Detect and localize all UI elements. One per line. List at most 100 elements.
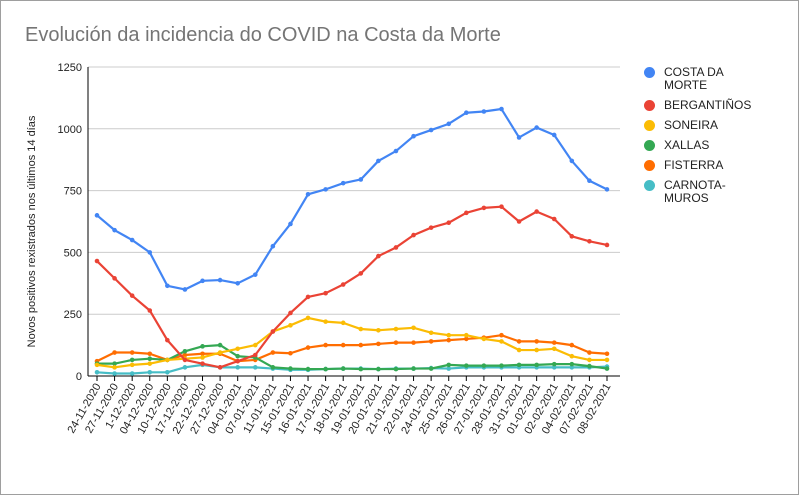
data-point-costa-da-morte (534, 125, 539, 130)
y-tick-label: 1000 (58, 124, 82, 136)
data-point-fisterra (587, 350, 592, 355)
series-line-bergantiños (96, 205, 608, 369)
data-point-carnota-muros (551, 365, 557, 370)
legend-item-costa-da-morte: COSTA DA MORTE (644, 66, 784, 92)
data-point-fisterra (393, 340, 399, 345)
data-point-costa-da-morte (340, 180, 346, 186)
data-point-fisterra (323, 342, 328, 348)
data-point-costa-da-morte (446, 121, 452, 127)
data-point-soneira (252, 342, 258, 348)
data-point-fisterra (200, 351, 205, 357)
data-point-xallas (112, 361, 117, 366)
data-point-soneira (129, 362, 135, 368)
legend-label: XALLAS (664, 138, 710, 152)
data-point-bergantiños (569, 234, 575, 239)
data-point-xallas (587, 363, 592, 369)
data-point-costa-da-morte (252, 272, 258, 277)
data-point-bergantiños (165, 337, 170, 343)
data-point-fisterra (340, 342, 346, 348)
data-point-fisterra (604, 351, 610, 357)
data-point-bergantiños (182, 357, 188, 363)
data-point-bergantiños (428, 225, 434, 230)
data-point-costa-da-morte (551, 132, 557, 138)
data-point-xallas (411, 366, 416, 371)
series-line-soneira (96, 316, 607, 369)
data-point-bergantiños (129, 293, 135, 298)
data-point-carnota-muros (446, 366, 452, 371)
data-point-costa-da-morte (235, 281, 240, 286)
legend-item-fisterra: FISTERRA (644, 159, 784, 172)
data-point-soneira (587, 357, 592, 363)
data-point-costa-da-morte (270, 243, 276, 249)
data-point-carnota-muros (147, 369, 153, 375)
data-point-bergantiños (446, 220, 452, 226)
data-point-costa-da-morte (604, 187, 610, 192)
data-point-bergantiños (516, 219, 522, 224)
data-point-soneira (464, 332, 469, 338)
legend-item-bergantiños: BERGANTIÑOS (644, 99, 784, 112)
data-point-costa-da-morte (323, 187, 328, 192)
data-point-bergantiños (288, 310, 293, 316)
data-point-xallas (516, 362, 522, 368)
legend-marker-icon (644, 100, 655, 111)
data-point-bergantiños (499, 204, 504, 209)
legend-label: BERGANTIÑOS (664, 98, 752, 112)
legend-marker-icon (644, 67, 655, 78)
data-point-costa-da-morte (358, 177, 364, 182)
data-point-fisterra (446, 337, 452, 343)
data-point-fisterra (288, 350, 293, 356)
data-point-bergantiños (604, 242, 610, 248)
data-point-costa-da-morte (200, 278, 205, 284)
data-point-soneira (235, 346, 240, 352)
data-point-carnota-muros (165, 369, 170, 375)
legend-label: CARNOTA-MUROS (664, 178, 726, 205)
data-point-xallas (428, 366, 434, 371)
data-point-soneira (305, 315, 311, 321)
data-point-bergantiños (551, 216, 557, 222)
data-point-soneira (481, 336, 487, 342)
data-point-fisterra (569, 342, 575, 348)
data-point-soneira (446, 332, 452, 338)
data-point-costa-da-morte (428, 127, 434, 133)
y-tick-label: 750 (64, 186, 82, 198)
data-point-fisterra (464, 336, 469, 342)
data-point-bergantiños (411, 232, 416, 238)
data-point-costa-da-morte (516, 135, 522, 140)
data-point-bergantiños (252, 352, 258, 358)
data-point-soneira (288, 323, 293, 328)
data-point-xallas (129, 357, 135, 363)
data-point-soneira (604, 357, 610, 363)
data-point-bergantiños (147, 308, 153, 313)
data-point-costa-da-morte (94, 213, 100, 218)
data-point-xallas (323, 366, 328, 372)
data-point-bergantiños (340, 282, 346, 287)
data-point-costa-da-morte (411, 133, 416, 139)
data-point-soneira (499, 339, 504, 344)
data-point-bergantiños (217, 365, 223, 370)
y-tick-label: 250 (64, 309, 82, 321)
data-point-soneira (340, 320, 346, 326)
data-point-xallas (147, 356, 153, 361)
data-point-bergantiños (112, 276, 117, 281)
legend-marker-icon (644, 180, 655, 191)
data-point-soneira (112, 365, 117, 370)
data-point-costa-da-morte (129, 237, 135, 243)
data-point-soneira (358, 326, 364, 332)
data-point-fisterra (376, 341, 381, 347)
legend-label: FISTERRA (664, 158, 724, 172)
data-point-bergantiños (587, 238, 592, 244)
data-point-carnota-muros (235, 365, 240, 370)
data-point-xallas (604, 366, 610, 371)
data-point-xallas (200, 344, 205, 349)
data-point-costa-da-morte (182, 287, 188, 292)
data-point-costa-da-morte (499, 106, 504, 112)
data-point-xallas (446, 362, 452, 368)
data-point-xallas (217, 342, 223, 348)
data-point-xallas (288, 366, 293, 371)
data-point-fisterra (358, 342, 364, 348)
legend-marker-icon (644, 160, 655, 171)
data-point-carnota-muros (182, 365, 188, 370)
data-point-fisterra (534, 339, 539, 344)
data-point-costa-da-morte (481, 109, 487, 114)
